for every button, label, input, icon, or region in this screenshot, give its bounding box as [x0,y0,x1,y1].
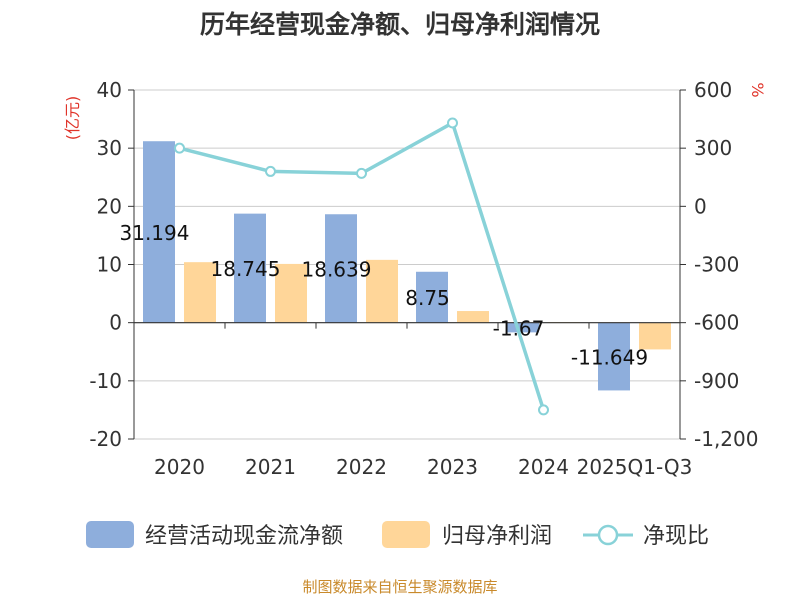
y-right-tick-label: -600 [694,311,739,335]
y-left-axis-label: (亿元) [63,96,82,141]
ratio-point [447,117,458,129]
ratio-point [174,142,185,154]
bar-net-profit [275,263,307,323]
bar-value-label: 18.745 [211,257,281,281]
bar-value-label: 18.639 [302,257,372,281]
bar-cashflow [507,322,539,333]
ratio-point [356,167,367,179]
y-left-tick-label: 30 [97,136,122,160]
bar-cashflow [598,322,630,391]
y-right-axis-label: % [748,82,767,97]
bar-value-label: 8.75 [405,286,450,310]
y-right-tick-label: 0 [694,194,707,218]
legend-label-cashflow: 经营活动现金流净额 [145,524,343,549]
y-left-tick-label: 0 [109,311,122,335]
x-tick-label: 2023 [427,455,478,479]
y-right-tick-label: 300 [694,136,732,160]
y-left-tick-label: 40 [97,78,122,102]
axes: 40 30 20 10 0 -10 -20 600 300 0 -300 -600 -900 -1,200… [89,78,758,479]
x-tick-label: 2024 [518,455,569,479]
bar-cashflow [325,214,357,323]
data-labels: 31.194 18.745 18.639 8.75 -1.67 -11.649 [120,221,649,370]
bar-net-profit [184,262,216,323]
y-right-tick-label: -300 [694,253,739,277]
x-tick-label: 2020 [154,455,205,479]
bar-net-profit [639,322,671,350]
x-tick-label: 2025Q1-Q3 [577,455,693,479]
legend: 经营活动现金流净额 归母净利润 净现比 [86,521,709,549]
y-right-tick-label: -900 [694,369,739,393]
bar-net-profit [366,259,398,323]
bar-value-label: -1.67 [493,317,545,341]
bar-value-label: -11.649 [571,346,648,370]
y-left-tick-label: 20 [97,194,122,218]
source-note: 制图数据来自恒生聚源数据库 [302,578,497,596]
chart-title: 历年经营现金净额、归母净利润情况 [200,10,600,39]
bar-cashflow [416,271,448,323]
bar-cashflow [143,141,175,323]
y-right-tick-label: 600 [694,78,732,102]
y-left-tick-label: -10 [89,369,122,393]
y-right-tick-label: -1,200 [694,427,758,451]
x-tick-label: 2021 [245,455,296,479]
legend-marker-ratio [597,524,619,546]
legend-label-net-profit: 归母净利润 [442,524,552,549]
x-tick-label: 2022 [336,455,387,479]
bar-cashflow [234,213,266,323]
legend-label-ratio: 净现比 [643,524,709,549]
y-left-tick-label: -20 [89,427,122,451]
legend-swatch-cashflow [86,521,134,548]
y-left-tick-label: 10 [97,253,122,277]
legend-swatch-net-profit [382,521,430,548]
bar-value-label: 31.194 [120,221,190,245]
line-series [174,117,549,416]
ratio-point [538,404,549,416]
ratio-point [265,165,276,177]
bar-net-profit [457,311,489,323]
bars [143,141,671,391]
